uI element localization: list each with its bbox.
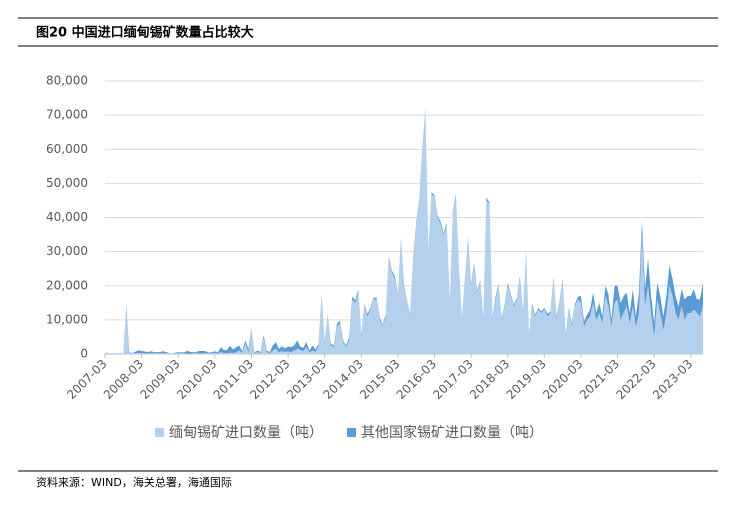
y-tick-label: 70,000 bbox=[46, 108, 88, 122]
legend-swatch bbox=[155, 428, 164, 437]
y-tick-label: 20,000 bbox=[46, 278, 88, 292]
y-tick-label: 50,000 bbox=[46, 176, 88, 190]
x-tick-label: 2023-03 bbox=[650, 357, 695, 402]
y-tick-label: 40,000 bbox=[46, 210, 88, 224]
source: 资料来源：WIND，海关总署，海通国际 bbox=[36, 475, 232, 489]
area bbox=[105, 111, 703, 355]
y-tick-label: 0 bbox=[80, 347, 88, 361]
legend-label: 其他国家锡矿进口数量（吨） bbox=[361, 424, 543, 441]
legend-swatch bbox=[347, 428, 356, 437]
y-tick-label: 10,000 bbox=[46, 312, 88, 326]
y-tick-label: 60,000 bbox=[46, 142, 88, 156]
y-tick-label: 80,000 bbox=[46, 74, 88, 88]
y-tick-label: 30,000 bbox=[46, 244, 88, 258]
chart-title: 图20 中国进口缅甸锡矿数量占比较大 bbox=[36, 25, 254, 41]
legend-label: 缅甸锡矿进口数量（吨） bbox=[169, 425, 323, 441]
